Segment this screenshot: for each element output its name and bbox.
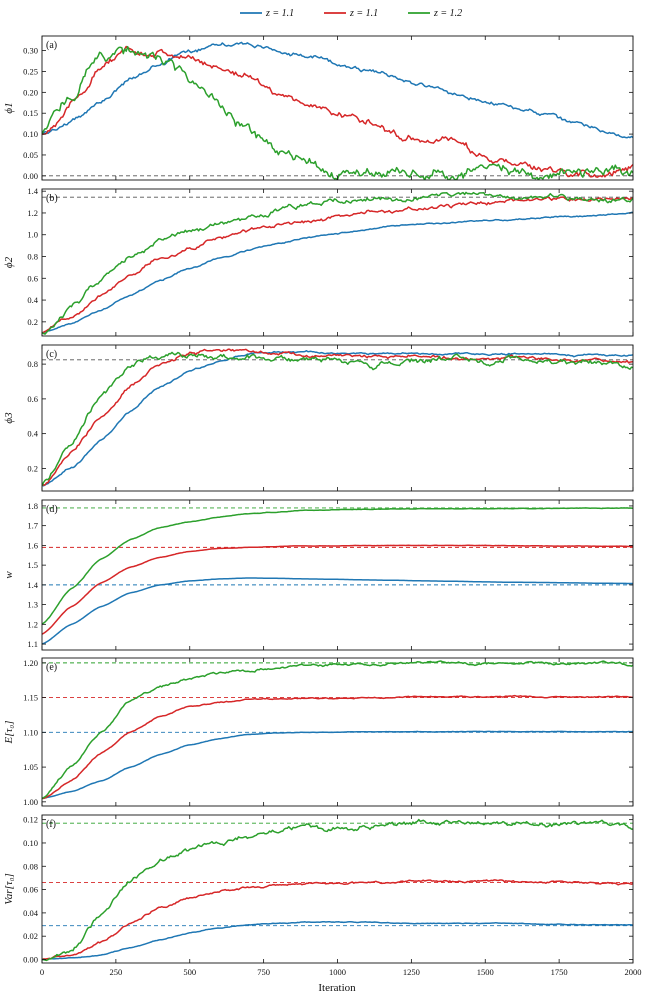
panel-tag: (b): [46, 193, 58, 204]
x-tick-label: 1000: [329, 967, 346, 977]
panel-a: 0.00 0.05 0.10 0.15 0.20 0.25 0.30 (a) ϕ1: [3, 35, 634, 181]
y-tick-label: 0.05: [23, 150, 38, 160]
plot-frame: [41, 35, 634, 181]
series-line: [42, 211, 633, 334]
y-tick-label: 0.6: [27, 273, 38, 283]
y-tick-label: 0.02: [23, 931, 38, 941]
plot-frame: [41, 814, 634, 964]
series-line: [42, 818, 633, 962]
series-line: [42, 348, 633, 487]
panel-tag: (f): [46, 819, 56, 830]
x-tick-label: 1750: [551, 967, 568, 977]
y-tick-label: 1.8: [27, 501, 38, 511]
panel-d: 1.1 1.2 1.3 1.4 1.5 1.6 1.7 1.8 (d) w: [3, 499, 634, 651]
y-tick-label: 1.6: [27, 540, 38, 550]
y-tick-label: 1.00: [23, 797, 38, 807]
legend: z = 1.1 z = 1.1 z = 1.2: [240, 8, 462, 19]
series-line: [42, 544, 633, 635]
panel-tag: (e): [46, 662, 57, 673]
x-tick-label: 750: [257, 967, 270, 977]
y-tick-label: 1.4: [27, 580, 38, 590]
series-line: [42, 191, 633, 335]
y-tick-label: 0.15: [23, 108, 38, 118]
series-line: [42, 660, 633, 800]
y-tick-label: 0.00: [23, 171, 38, 181]
y-tick-label: 0.00: [23, 955, 38, 965]
panel-tag: (c): [46, 349, 57, 360]
y-axis-label: E[τ₀]: [3, 720, 15, 744]
y-tick-label: 1.2: [27, 208, 38, 218]
y-tick-label: 0.6: [27, 394, 38, 404]
y-tick-label: 1.4: [27, 186, 38, 196]
plot-frame: [41, 188, 634, 337]
y-tick-label: 0.10: [23, 129, 38, 139]
series-line: [42, 694, 633, 800]
series-line: [42, 41, 633, 139]
series-line: [42, 507, 633, 625]
series-line: [42, 730, 633, 800]
x-axis-label: Iteration: [318, 982, 356, 994]
y-tick-label: 0.12: [23, 815, 38, 825]
y-tick-label: 1.1: [27, 639, 38, 649]
x-tick-label: 0: [40, 967, 44, 977]
panel-e: 1.00 1.05 1.10 1.15 1.20 (e) E[τ₀]: [3, 657, 634, 807]
y-tick-label: 0.06: [23, 885, 38, 895]
y-tick-label: 0.2: [27, 463, 38, 473]
y-tick-label: 0.08: [23, 861, 38, 871]
legend-label: z = 1.1: [265, 8, 294, 19]
y-axis-label: Var[τ₀]: [3, 873, 15, 905]
series-line: [42, 349, 633, 487]
series-line: [42, 577, 633, 645]
panel-c: 0.2 0.4 0.6 0.8 (c) ϕ3: [3, 344, 634, 492]
y-tick-label: 0.25: [23, 66, 38, 76]
y-axis-label: ϕ3: [3, 412, 15, 424]
x-tick-label: 2000: [625, 967, 642, 977]
y-tick-label: 0.8: [27, 359, 38, 369]
y-axis-label: w: [3, 571, 15, 579]
series-line: [42, 879, 633, 961]
y-tick-label: 1.20: [23, 658, 38, 668]
y-tick-label: 1.5: [27, 560, 38, 570]
y-tick-label: 0.8: [27, 252, 38, 262]
y-tick-label: 0.04: [23, 908, 39, 918]
y-tick-label: 1.05: [23, 762, 38, 772]
plot-frame: [41, 499, 634, 651]
series-line: [42, 196, 633, 334]
x-tick-label: 500: [183, 967, 196, 977]
series-line: [42, 351, 633, 487]
y-tick-label: 0.10: [23, 838, 38, 848]
y-tick-label: 0.2: [27, 317, 38, 327]
series-line: [42, 920, 633, 961]
y-tick-label: 1.3: [27, 600, 38, 610]
y-tick-label: 0.4: [27, 429, 38, 439]
legend-label: z = 1.2: [433, 8, 462, 19]
y-axis-label: ϕ1: [3, 102, 15, 113]
panel-f: 0.00 0.02 0.04 0.06 0.08 0.10 0.12 0 250 500 750 10…: [3, 814, 642, 977]
x-tick-label: 250: [110, 967, 123, 977]
y-tick-label: 1.0: [27, 230, 38, 240]
y-tick-label: 1.10: [23, 727, 38, 737]
y-tick-label: 1.15: [23, 693, 38, 703]
panel-tag: (a): [46, 40, 57, 51]
panel-tag: (d): [46, 504, 58, 515]
y-tick-label: 1.7: [27, 521, 38, 531]
y-axis-label: ϕ2: [3, 256, 15, 268]
panels: 0.000.050.100.150.200.250.30 (a)ϕ10.20.40…: [3, 35, 642, 977]
y-tick-label: 0.4: [27, 295, 38, 305]
legend-label: z = 1.1: [349, 8, 378, 19]
panel-b: 0.2 0.4 0.6 0.8 1.0 1.2 1.4 (b) ϕ2: [3, 186, 634, 337]
y-tick-label: 1.2: [27, 619, 38, 629]
y-tick-label: 0.20: [23, 87, 38, 97]
x-tick-label: 1250: [403, 967, 420, 977]
y-tick-label: 0.30: [23, 46, 38, 56]
x-tick-label: 1500: [477, 967, 494, 977]
